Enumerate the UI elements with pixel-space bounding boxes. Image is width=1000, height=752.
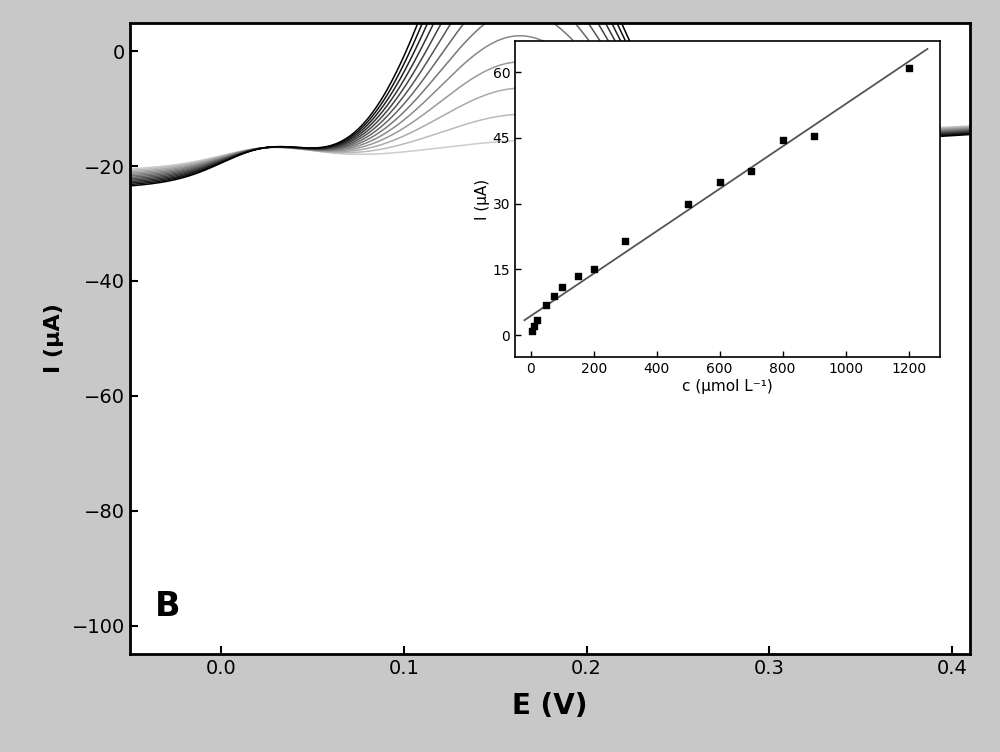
X-axis label: c (μmol L⁻¹): c (μmol L⁻¹): [682, 379, 773, 394]
Point: [743, 165, 759, 177]
Point: [554, 281, 570, 293]
Point: [538, 299, 554, 311]
Point: [586, 263, 602, 275]
Text: B: B: [155, 590, 181, 623]
Point: [712, 176, 728, 188]
Point: [529, 314, 545, 326]
Point: [806, 129, 822, 141]
X-axis label: E (V): E (V): [512, 692, 588, 720]
Y-axis label: I (μA): I (μA): [44, 304, 64, 373]
Point: [901, 62, 917, 74]
Point: [570, 270, 586, 282]
Point: [617, 235, 633, 247]
Point: [546, 290, 562, 302]
Y-axis label: I (μA): I (μA): [475, 179, 490, 220]
Point: [524, 325, 540, 337]
Point: [526, 320, 542, 332]
Point: [680, 198, 696, 210]
Point: [775, 134, 791, 146]
